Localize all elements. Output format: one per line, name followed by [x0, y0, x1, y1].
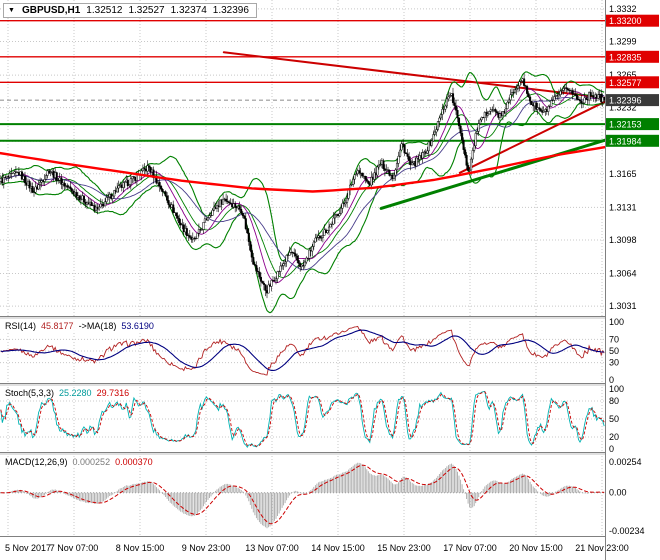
symbol-label: GBPUSD,H1	[21, 5, 81, 16]
svg-text:1.32577: 1.32577	[609, 78, 642, 88]
svg-text:21 Nov 23:00: 21 Nov 23:00	[575, 543, 629, 553]
svg-text:14 Nov 15:00: 14 Nov 15:00	[311, 543, 365, 553]
price-axis[interactable]: 1.33321.32991.32651.32321.31981.31651.31…	[605, 0, 660, 560]
svg-text:1.3064: 1.3064	[609, 269, 637, 279]
macd-signal-value: 0.000370	[115, 457, 153, 467]
svg-text:100: 100	[609, 317, 624, 327]
svg-text:1.32153: 1.32153	[609, 120, 642, 130]
svg-text:1.32396: 1.32396	[609, 96, 642, 106]
panel-separators[interactable]	[0, 316, 660, 537]
rsi-value: 45.8177	[41, 321, 74, 331]
svg-text:13 Nov 07:00: 13 Nov 07:00	[245, 543, 299, 553]
svg-text:50: 50	[609, 414, 619, 424]
svg-text:0.00: 0.00	[609, 488, 627, 498]
svg-text:1.32835: 1.32835	[609, 52, 642, 62]
macd-panel[interactable]	[0, 462, 605, 529]
svg-text:1.3031: 1.3031	[609, 301, 637, 311]
stoch-d-value: 29.7316	[96, 388, 130, 398]
svg-text:8 Nov 15:00: 8 Nov 15:00	[116, 543, 165, 553]
rsi-ma-value: 53.6190	[121, 321, 154, 331]
ohlc-low: 1.32374	[170, 5, 207, 16]
ohlc-close: 1.32396	[212, 5, 249, 16]
svg-text:1.3299: 1.3299	[609, 36, 637, 46]
svg-text:5 Nov 2017: 5 Nov 2017	[5, 543, 51, 553]
ohlc-high: 1.32527	[128, 5, 165, 16]
rsi-indicator-label: RSI(14) 45.8177 ->MA(18) 53.6190	[3, 321, 156, 331]
svg-text:30: 30	[609, 358, 619, 368]
svg-text:1.3265: 1.3265	[609, 70, 637, 80]
stoch-indicator-label: Stoch(5,3,3) 25.2280 29.7316	[3, 388, 132, 398]
svg-text:20: 20	[609, 432, 619, 442]
rsi-name: RSI(14)	[5, 321, 37, 331]
stoch-name: Stoch(5,3,3)	[5, 388, 55, 398]
svg-text:7 Nov 07:00: 7 Nov 07:00	[50, 543, 99, 553]
svg-text:1.3131: 1.3131	[609, 202, 637, 212]
svg-text:80: 80	[609, 396, 619, 406]
svg-text:0.00254: 0.00254	[609, 457, 642, 467]
stochastic-panel[interactable]	[0, 390, 605, 449]
svg-text:17 Nov 07:00: 17 Nov 07:00	[443, 543, 497, 553]
svg-text:1.3332: 1.3332	[609, 4, 637, 14]
svg-text:1.31984: 1.31984	[609, 136, 642, 146]
svg-text:100: 100	[609, 384, 624, 394]
stoch-k-value: 25.2280	[59, 388, 92, 398]
svg-text:-0.00234: -0.00234	[609, 526, 645, 536]
macd-indicator-label: MACD(12,26,9) 0.000252 0.000370	[3, 457, 155, 467]
macd-value: 0.000252	[72, 457, 111, 467]
svg-text:50: 50	[609, 346, 619, 356]
svg-text:0: 0	[609, 444, 614, 454]
svg-text:9 Nov 23:00: 9 Nov 23:00	[182, 543, 231, 553]
svg-text:0: 0	[609, 375, 614, 385]
main-price-panel[interactable]	[0, 20, 605, 314]
ohlc-open: 1.32512	[86, 5, 123, 16]
macd-name: MACD(12,26,9)	[5, 457, 68, 467]
svg-text:1.3098: 1.3098	[609, 235, 637, 245]
svg-text:70: 70	[609, 334, 619, 344]
svg-text:1.33200: 1.33200	[609, 16, 642, 26]
svg-text:1.3232: 1.3232	[609, 103, 637, 113]
svg-text:20 Nov 15:00: 20 Nov 15:00	[509, 543, 563, 553]
svg-text:15 Nov 23:00: 15 Nov 23:00	[377, 543, 431, 553]
chart-header: ▼ GBPUSD,H1 1.32512 1.32527 1.32374 1.32…	[3, 3, 257, 18]
rsi-panel[interactable]	[0, 325, 605, 376]
rsi-ma-name: ->MA(18)	[78, 321, 117, 331]
symbol-dropdown-icon[interactable]: ▼	[8, 7, 15, 14]
svg-text:1.3165: 1.3165	[609, 169, 637, 179]
grid	[0, 0, 605, 536]
